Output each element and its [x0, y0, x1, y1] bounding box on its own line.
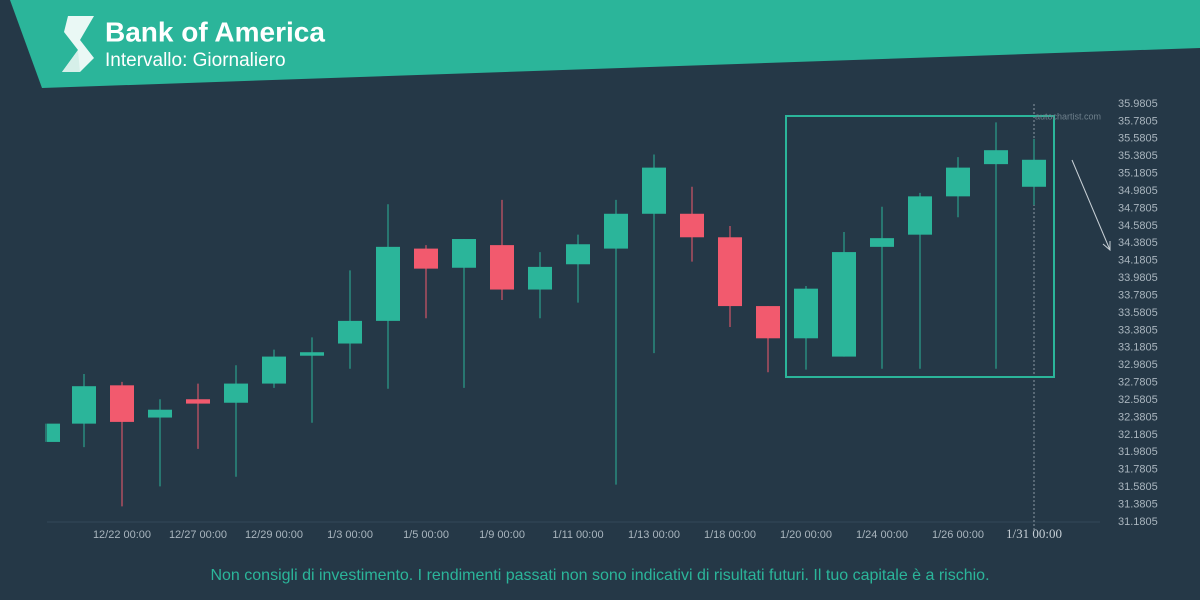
logo [62, 16, 94, 72]
y-tick-label: 31.1805 [1118, 516, 1158, 528]
candle-body [984, 150, 1008, 165]
y-tick-label: 34.3805 [1118, 237, 1158, 249]
candle-body [338, 320, 362, 344]
x-tick-label: 12/22 00:00 [93, 529, 151, 541]
candle-body [718, 237, 742, 307]
x-tick-label: 12/27 00:00 [169, 529, 227, 541]
candle-body [148, 409, 172, 418]
y-tick-label: 33.7805 [1118, 289, 1158, 301]
x-tick-label: 12/29 00:00 [245, 529, 303, 541]
watermark: autochartist.com [1035, 111, 1101, 121]
candle-body [300, 352, 324, 356]
forecast-arrow [1071, 159, 1111, 252]
y-tick-label: 35.5805 [1118, 133, 1158, 145]
y-tick-label: 35.9805 [1118, 98, 1158, 110]
y-tick-label: 35.1805 [1118, 168, 1158, 180]
candle-body [376, 246, 400, 321]
x-tick-label: 1/24 00:00 [856, 529, 908, 541]
y-tick-label: 31.5805 [1118, 481, 1158, 493]
x-tick-label: 1/9 00:00 [479, 529, 525, 541]
chart-title: Bank of America [105, 16, 325, 47]
candle-body [566, 244, 590, 265]
y-tick-label: 33.3805 [1118, 324, 1158, 336]
y-tick-label: 32.7805 [1118, 377, 1158, 389]
x-tick-label: 1/26 00:00 [932, 529, 984, 541]
y-tick-label: 34.1805 [1118, 255, 1158, 267]
candle-body [528, 266, 552, 290]
candle-body [642, 167, 666, 214]
candle-body [794, 288, 818, 339]
y-tick-label: 32.3805 [1118, 411, 1158, 423]
y-tick-label: 32.5805 [1118, 394, 1158, 406]
candle-body [452, 239, 476, 268]
candle-body [946, 167, 970, 197]
candle-body [680, 213, 704, 238]
y-tick-label: 31.7805 [1118, 464, 1158, 476]
candle-body [604, 213, 628, 249]
x-tick-label: 1/11 00:00 [552, 529, 603, 541]
y-tick-label: 34.5805 [1118, 220, 1158, 232]
y-tick-label: 32.9805 [1118, 359, 1158, 371]
x-tick-label: 1/20 00:00 [780, 529, 832, 541]
candle-body [186, 399, 210, 404]
candle-body [1022, 159, 1046, 187]
y-tick-label: 32.1805 [1118, 429, 1158, 441]
y-tick-label: 35.7805 [1118, 115, 1158, 127]
x-tick-label: 1/31 00:00 [1006, 526, 1062, 541]
candle-body [490, 245, 514, 290]
candle-body [72, 386, 96, 424]
y-tick-label: 33.9805 [1118, 272, 1158, 284]
candle-body [262, 356, 286, 384]
header-band [10, 0, 1200, 88]
y-tick-label: 34.7805 [1118, 202, 1158, 214]
y-tick-label: 34.9805 [1118, 185, 1158, 197]
candle-body [908, 196, 932, 235]
candle-body [224, 383, 248, 403]
candle-body [756, 306, 780, 339]
y-tick-label: 31.9805 [1118, 446, 1158, 458]
y-tick-label: 33.5805 [1118, 307, 1158, 319]
candle-body [414, 248, 438, 269]
x-tick-label: 1/5 00:00 [403, 529, 449, 541]
candle-body [47, 423, 60, 442]
candle-body [832, 252, 856, 357]
candle-body [110, 385, 134, 422]
disclaimer: Non consigli di investimento. I rendimen… [210, 567, 989, 584]
y-tick-label: 33.1805 [1118, 342, 1158, 354]
x-tick-label: 1/13 00:00 [628, 529, 680, 541]
y-tick-label: 31.3805 [1118, 498, 1158, 510]
x-tick-label: 1/3 00:00 [327, 529, 373, 541]
candle-body [870, 238, 894, 247]
chart-subtitle: Intervallo: Giornaliero [105, 50, 286, 71]
x-tick-label: 1/18 00:00 [704, 529, 756, 541]
pattern-box [785, 115, 1055, 378]
y-tick-label: 35.3805 [1118, 150, 1158, 162]
